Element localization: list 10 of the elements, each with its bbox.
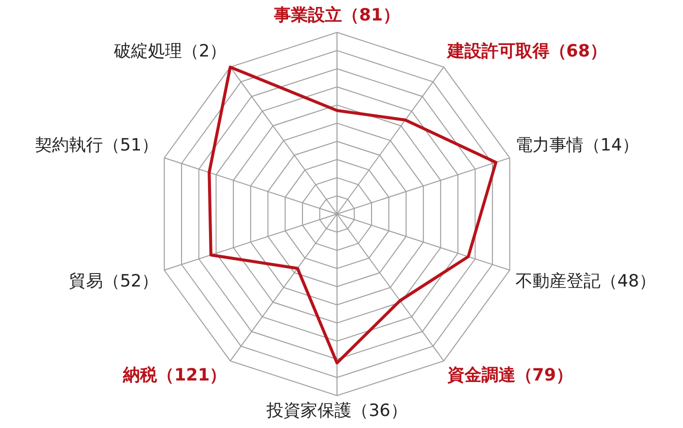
- spoke-label: 建設許可取得（68）: [445, 41, 607, 62]
- spoke-label: 不動産登記（48）: [515, 272, 656, 292]
- spoke-label: 投資家保護（36）: [266, 401, 408, 422]
- spoke-label: 契約執行（51）: [34, 135, 159, 156]
- spoke-label: 事業設立（81）: [273, 6, 400, 26]
- spoke-label: 貿易（52）: [68, 272, 159, 292]
- spoke-label: 資金調達（79）: [446, 365, 573, 386]
- spoke-label: 破綻処理（2）: [112, 41, 227, 62]
- spoke-label: 電力事情（14）: [515, 135, 640, 156]
- spoke-label: 納税（121）: [122, 365, 227, 386]
